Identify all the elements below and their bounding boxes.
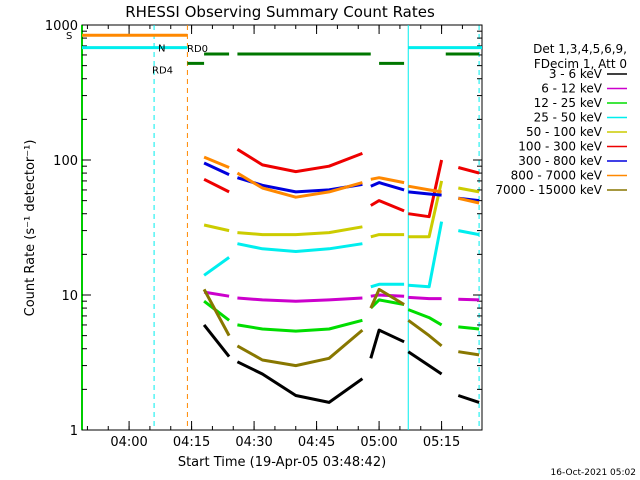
series-25-50kev <box>203 221 480 289</box>
x-tick-label: 04:30 <box>235 435 272 450</box>
x-tick-label: 04:00 <box>110 435 147 450</box>
legend-label: 300 - 800 keV <box>518 154 602 168</box>
series-50-100kev <box>203 180 480 239</box>
y-axis: 1 10 100 1000 <box>45 19 482 439</box>
state-label-rd4: RD4 <box>152 65 173 76</box>
legend-label: 7000 - 15000 keV <box>495 183 602 197</box>
series-300-800kev <box>203 161 480 203</box>
y-axis-label: Count Rate (s⁻¹ detector⁻¹) <box>23 140 38 317</box>
y-tick-label: 100 <box>53 154 78 169</box>
legend-label: 100 - 300 keV <box>518 140 602 154</box>
y-tick-label: 1 <box>70 424 78 439</box>
legend-label: 800 - 7000 keV <box>511 169 603 183</box>
series-800-7000kev <box>203 155 480 205</box>
legend-label: 25 - 50 keV <box>534 111 603 125</box>
y-tick-label: 10 <box>61 289 78 304</box>
x-axis-label: Start Time (19-Apr-05 03:48:42) <box>178 455 386 470</box>
legend: Det 1,3,4,5,6,9,FDecim 1, Att 03 - 6 keV… <box>495 42 627 197</box>
legend-label: 50 - 100 keV <box>526 125 603 139</box>
legend-header: FDecim 1, Att 0 <box>534 57 627 71</box>
plot-frame <box>81 24 483 431</box>
state-label-s: S <box>66 31 72 42</box>
legend-label: 3 - 6 keV <box>549 67 603 81</box>
observing-state-bars: S N RD0 RD4 <box>66 31 482 76</box>
series-7000-15000kev <box>202 287 480 368</box>
x-tick-label: 04:45 <box>298 435 335 450</box>
legend-label: 12 - 25 keV <box>534 96 603 110</box>
x-tick-label: 05:15 <box>423 435 460 450</box>
state-label-n: N <box>158 44 165 55</box>
state-label-rd0: RD0 <box>187 44 208 55</box>
y-tick-label: 1000 <box>45 19 78 34</box>
legend-header: Det 1,3,4,5,6,9, <box>533 42 627 56</box>
x-tick-label: 05:00 <box>360 435 397 450</box>
chart-title: RHESSI Observing Summary Count Rates <box>125 3 435 21</box>
series-100-300kev <box>203 148 480 219</box>
plot-timestamp: 16-Oct-2021 05:02 <box>551 468 636 478</box>
series-lines <box>202 148 480 404</box>
x-axis: 04:00 04:15 04:30 04:45 05:00 05:15 <box>86 25 463 450</box>
series-12-25kev <box>203 298 480 333</box>
time-markers <box>81 25 480 430</box>
legend-label: 6 - 12 keV <box>541 82 603 96</box>
x-tick-label: 04:15 <box>173 435 210 450</box>
series-6-12kev <box>203 290 480 303</box>
series-3-6kev <box>202 323 480 404</box>
